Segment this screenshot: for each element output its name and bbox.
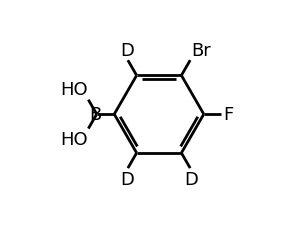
- Text: F: F: [224, 106, 234, 123]
- Text: D: D: [184, 170, 198, 188]
- Text: HO: HO: [60, 130, 88, 148]
- Text: B: B: [90, 106, 102, 123]
- Text: HO: HO: [60, 81, 88, 99]
- Text: D: D: [120, 170, 134, 188]
- Text: Br: Br: [191, 42, 211, 59]
- Text: D: D: [120, 42, 134, 59]
